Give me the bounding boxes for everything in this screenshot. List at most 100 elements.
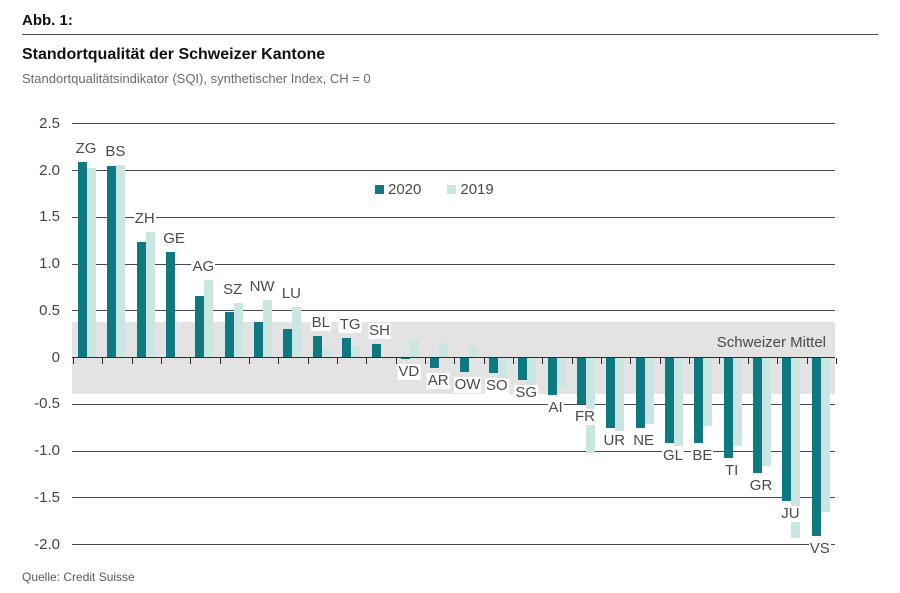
x-axis-tick (102, 357, 104, 364)
legend: 2020 2019 (375, 181, 494, 198)
x-axis-tick (72, 357, 74, 364)
canton-label-BE: BE (691, 446, 714, 464)
x-axis-tick (601, 357, 603, 364)
canton-label-TI: TI (724, 461, 740, 479)
bar-2020-FR (576, 357, 586, 405)
bar-2019-AR (439, 342, 449, 358)
source-note: Quelle: Credit Suisse (22, 570, 135, 584)
bar-2019-GR (762, 357, 772, 466)
canton-label-GE: GE (162, 229, 186, 247)
bar-2019-SO (497, 357, 507, 386)
canton-label-VD: VD (397, 363, 421, 381)
bar-2020-NW (254, 321, 264, 358)
x-axis-tick (835, 357, 837, 364)
gridline (72, 263, 835, 265)
canton-label-JU: JU (780, 505, 801, 523)
bar-2019-OW (468, 347, 478, 358)
gridline (72, 450, 835, 452)
bar-2019-GL (674, 357, 683, 447)
x-axis-tick (806, 357, 808, 364)
x-axis-tick (307, 357, 309, 364)
bar-2019-SG (527, 357, 537, 385)
bar-2020-AR (430, 357, 440, 368)
bar-2019-NE (644, 357, 654, 424)
legend-label-2020: 2020 (388, 181, 422, 198)
bar-2020-SO (488, 357, 498, 374)
canton-label-SG: SG (514, 383, 539, 401)
x-axis-tick (571, 357, 573, 364)
bar-2020-ZH (136, 241, 146, 358)
x-axis-tick (718, 357, 720, 364)
canton-label-NE: NE (632, 431, 656, 449)
canton-label-AG: AG (191, 257, 216, 275)
gridline (72, 403, 835, 405)
x-axis-tick (131, 357, 133, 364)
canton-label-NW: NW (248, 278, 276, 296)
x-axis-tick (395, 357, 397, 364)
x-axis-tick (747, 357, 749, 364)
bar-2020-SH (371, 344, 381, 358)
bar-2019-LU (292, 307, 302, 358)
legend-item-2020: 2020 (375, 181, 421, 198)
bar-2019-VD (409, 339, 419, 358)
y-tick-label: -0.5 (34, 395, 60, 413)
canton-label-BS: BS (104, 142, 127, 160)
bar-2019-ZH (145, 232, 155, 358)
bar-2020-TG (342, 337, 352, 358)
bar-2020-SG (518, 357, 528, 380)
y-tick-label: 1.0 (39, 255, 60, 272)
x-axis-tick (160, 357, 162, 364)
bar-2020-BL (312, 335, 322, 358)
canton-label-AR: AR (426, 371, 450, 389)
bar-2020-GL (665, 357, 674, 443)
x-axis-tick (542, 357, 544, 364)
y-tick-label: 0 (51, 348, 60, 366)
legend-swatch-2019 (447, 185, 457, 194)
x-axis-tick (454, 357, 456, 364)
x-axis-tick (278, 357, 280, 364)
legend-label-2019: 2019 (460, 181, 494, 198)
gridline (72, 497, 835, 499)
bar-2020-AI (547, 357, 557, 395)
canton-label-VS: VS (808, 540, 831, 558)
bar-2020-GR (753, 357, 763, 473)
gridline (72, 310, 835, 312)
canton-label-ZH: ZH (133, 210, 156, 228)
bar-2020-TI (723, 357, 733, 458)
x-axis-tick (248, 357, 250, 364)
swiss-average-label: Schweizer Mittel (716, 334, 826, 351)
x-axis-tick (689, 357, 691, 364)
gridline (72, 544, 835, 545)
bar-2019-TI (732, 357, 742, 447)
canton-label-TG: TG (338, 315, 362, 333)
y-tick-label: 2.5 (39, 114, 60, 132)
bar-2019-FR (585, 357, 595, 453)
bar-2020-LU (283, 329, 293, 358)
bar-2020-BE (694, 357, 704, 443)
bar-2020-ZG (78, 162, 87, 358)
chart-subtitle: Standortqualitätsindikator (SQI), synthe… (22, 71, 371, 86)
canton-label-SH: SH (368, 322, 391, 340)
bar-2020-BS (107, 165, 117, 358)
bar-2020-OW (459, 357, 469, 373)
canton-label-ZG: ZG (74, 140, 98, 158)
x-axis-tick (190, 357, 192, 364)
canton-label-AI: AI (547, 398, 564, 416)
header-rule (22, 34, 878, 35)
bar-2019-BL (321, 349, 331, 358)
bar-2019-TG (351, 346, 361, 358)
chart-title: Standortqualität der Schweizer Kantone (22, 46, 326, 63)
canton-label-SO: SO (485, 377, 509, 395)
bar-2020-SZ (224, 311, 234, 358)
bar-2019-SZ (233, 303, 243, 358)
y-tick-label: -1.5 (34, 488, 60, 506)
bar-2019-ZG (87, 167, 96, 358)
x-axis-tick (219, 357, 221, 364)
gridline (72, 123, 835, 125)
bar-2020-UR (606, 357, 616, 428)
legend-swatch-2020 (375, 185, 384, 194)
legend-item-2019: 2019 (447, 181, 494, 198)
x-axis-tick (513, 357, 515, 364)
x-axis-tick (336, 357, 338, 364)
